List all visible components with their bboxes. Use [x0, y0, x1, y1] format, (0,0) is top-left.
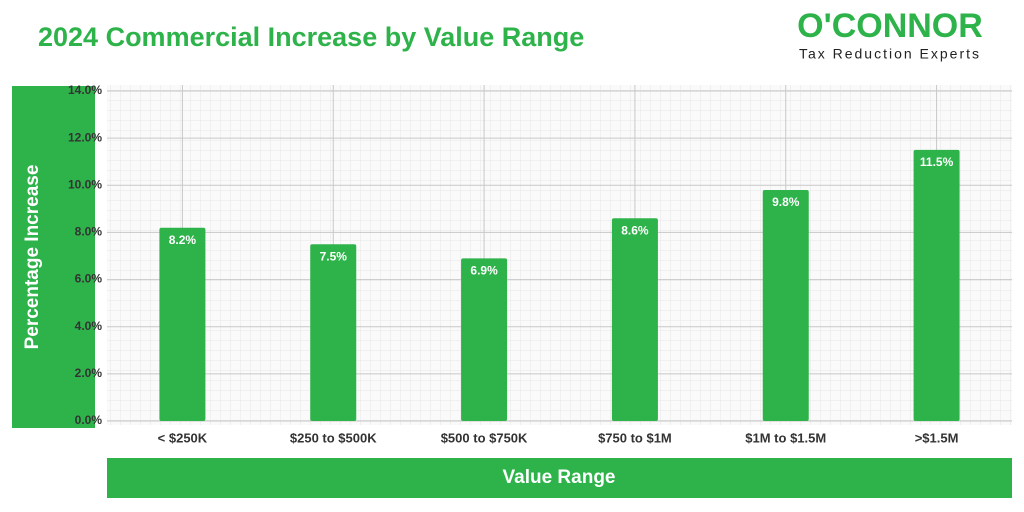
- x-tick-label: $1M to $1.5M: [745, 430, 826, 445]
- bar: [762, 190, 809, 421]
- bar: [611, 218, 658, 421]
- value-label: 9.8%: [772, 195, 800, 209]
- x-tick-label: $500 to $750K: [441, 430, 528, 445]
- x-tick-label: < $250K: [158, 430, 208, 445]
- value-label: 11.5%: [920, 155, 954, 169]
- x-label-box: [107, 458, 1012, 498]
- x-tick-label: $750 to $1M: [598, 430, 672, 445]
- logo-tagline: Tax Reduction Experts: [799, 46, 981, 62]
- x-tick-label: $250 to $500K: [290, 430, 377, 445]
- y-tick-label: 4.0%: [75, 319, 103, 333]
- chart-title: 2024 Commercial Increase by Value Range: [38, 22, 584, 52]
- bar: [159, 227, 206, 421]
- logo-name: O'CONNOR: [797, 7, 983, 45]
- y-tick-label: 0.0%: [75, 413, 103, 427]
- y-tick-label: 10.0%: [68, 177, 102, 191]
- y-tick-label: 8.0%: [75, 225, 103, 239]
- x-axis-label: Value Range: [503, 467, 616, 488]
- y-tick-label: 2.0%: [75, 366, 103, 380]
- value-label: 8.6%: [621, 223, 649, 237]
- bar: [913, 149, 960, 421]
- value-label: 6.9%: [470, 264, 498, 278]
- bar: [461, 258, 508, 421]
- minor-grid: [107, 85, 1012, 425]
- value-label: 7.5%: [320, 249, 348, 263]
- bar: [310, 244, 357, 421]
- y-axis-label: Percentage Increase: [22, 165, 43, 350]
- x-tick-label: >$1.5M: [915, 430, 959, 445]
- y-tick-label: 14.0%: [68, 83, 102, 97]
- y-tick-label: 6.0%: [75, 272, 103, 286]
- value-label: 8.2%: [169, 233, 197, 247]
- y-tick-label: 12.0%: [68, 130, 102, 144]
- y-label-box: [12, 86, 95, 428]
